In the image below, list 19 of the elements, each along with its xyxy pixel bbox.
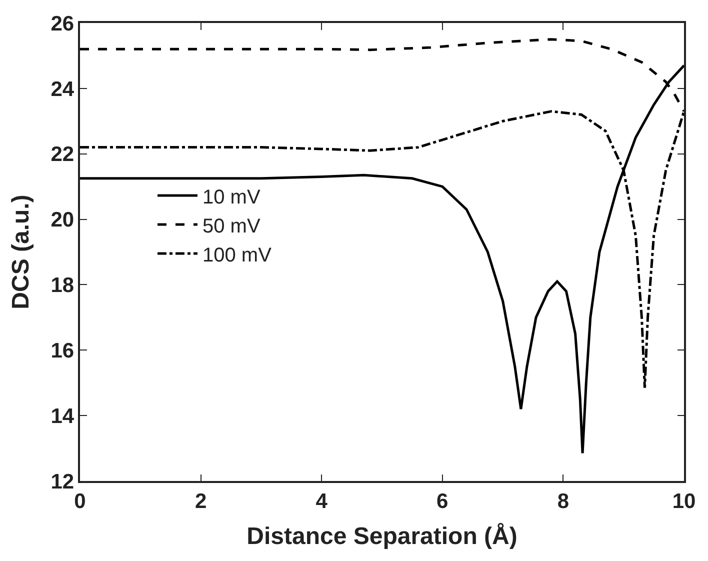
x-tick-label: 10 [672, 490, 696, 513]
y-tick-label: 26 [50, 12, 74, 36]
y-tick-label: 18 [50, 274, 74, 298]
x-axis-title: Distance Separation (Å) [246, 522, 518, 550]
legend-label: 50 mV [202, 215, 261, 238]
y-tick-label: 24 [50, 78, 74, 101]
legend-label: 10 mV [202, 186, 261, 208]
x-tick-label: 6 [436, 490, 448, 513]
x-tick-label: 2 [194, 490, 207, 513]
x-tick-label: 4 [316, 490, 328, 513]
legend-label: 100 mV [202, 244, 272, 266]
y-tick-label: 22 [50, 143, 74, 166]
x-tick-label: 8 [557, 490, 570, 513]
y-tick-label: 12 [50, 470, 74, 494]
y-tick-label: 14 [50, 404, 74, 428]
x-tick-label: 0 [74, 490, 86, 513]
y-tick-label: 16 [50, 339, 74, 362]
y-axis-title: DCS (a.u.) [7, 194, 34, 310]
y-tick-label: 20 [50, 208, 74, 232]
